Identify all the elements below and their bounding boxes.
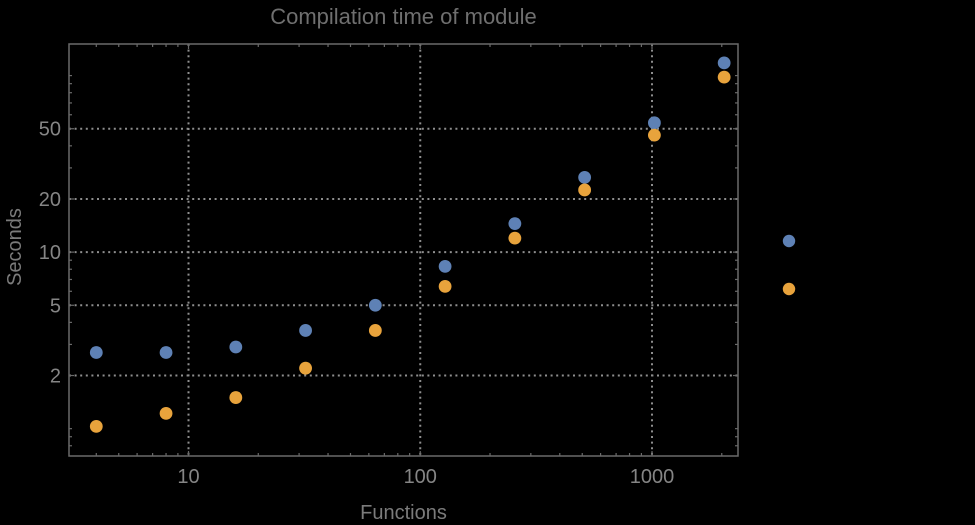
y-tick-label-5: 5 [50, 295, 61, 317]
data-point-series-orange-x32 [299, 361, 312, 375]
data-point-series-orange-x1024 [647, 128, 661, 142]
legend-marker-2 [782, 282, 796, 296]
y-tick-label-50: 50 [39, 119, 61, 141]
data-point-series-blue-x16 [229, 340, 243, 354]
data-point-series-blue-x512 [578, 171, 592, 184]
data-point-series-blue-x64 [368, 298, 382, 312]
x-tick-label-100: 100 [404, 466, 437, 488]
data-point-series-orange-x16 [229, 391, 243, 404]
plot-frame [68, 43, 739, 457]
data-point-series-orange-x8 [159, 407, 173, 420]
data-point-series-blue-x256 [508, 217, 522, 231]
data-point-series-orange-x64 [368, 324, 382, 337]
data-point-series-blue-x1024 [647, 116, 661, 130]
y-tick-label-2: 2 [50, 366, 61, 388]
data-point-series-orange-x2048 [717, 70, 731, 84]
data-point-series-blue-x8 [159, 346, 173, 359]
y-tick-label-10: 10 [39, 242, 61, 264]
x-axis-label: Functions [360, 502, 447, 524]
y-tick-label-20: 20 [39, 189, 61, 211]
data-point-series-blue-x2048 [717, 56, 731, 70]
data-point-series-orange-x128 [438, 279, 452, 293]
data-point-series-orange-x512 [578, 183, 592, 197]
plot-title: Compilation time of module [270, 4, 537, 29]
x-tick-label-10: 10 [177, 466, 199, 488]
data-point-series-blue-x32 [299, 324, 312, 337]
data-point-series-orange-x4 [89, 419, 103, 433]
x-tick-label-1000: 1000 [630, 466, 675, 488]
data-point-series-blue-x128 [438, 260, 452, 273]
data-point-series-blue-x4 [89, 346, 103, 359]
legend-marker-1 [782, 234, 796, 248]
y-axis-label: Seconds [4, 208, 26, 286]
data-point-series-orange-x256 [508, 231, 522, 245]
